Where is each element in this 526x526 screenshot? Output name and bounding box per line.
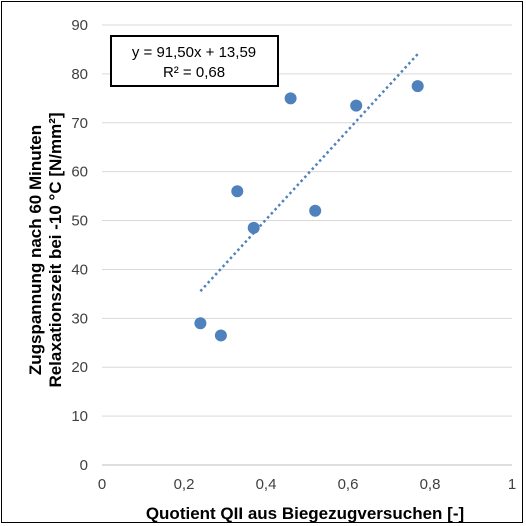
x-axis-title: Quotient QII aus Biegezugversuchen [-] (146, 504, 464, 523)
equation-box: y = 91,50x + 13,59 R² = 0,68 (110, 35, 279, 87)
y-tick-label: 70 (71, 115, 88, 132)
y-tick-label: 60 (71, 164, 88, 181)
trendline-equation: y = 91,50x + 13,59 (132, 44, 256, 61)
data-points (194, 80, 424, 342)
y-tick-label: 30 (71, 310, 88, 327)
y-tick-label: 90 (71, 17, 88, 34)
data-point (214, 329, 227, 342)
y-tick-label: 10 (71, 408, 88, 425)
x-tick-label: 1 (508, 476, 516, 493)
y-tick-label: 0 (80, 457, 88, 474)
data-point (247, 221, 260, 234)
y-tick-label: 40 (71, 261, 88, 278)
y-tick-label: 50 (71, 213, 88, 230)
x-tick-label: 0,6 (338, 476, 359, 493)
y-axis-title-line-1: Zugspannung nach 60 Minuten (26, 125, 45, 375)
y-axis-title-line-2: Relaxationszeit bei -10 °C [N/mm²] (46, 112, 65, 387)
data-point (350, 99, 363, 112)
x-tick-labels: 0 0,2 0,4 0,6 0,8 1 (98, 476, 516, 493)
trendline (199, 53, 419, 293)
r-squared-label: R² = 0,68 (163, 64, 225, 81)
data-point (284, 92, 297, 105)
x-tick-label: 0,4 (256, 476, 277, 493)
data-point (194, 317, 207, 330)
gridlines (102, 24, 512, 417)
x-tick-label: 0,2 (174, 476, 195, 493)
x-tick-label: 0 (98, 476, 106, 493)
data-point (309, 204, 322, 217)
y-tick-label: 20 (71, 359, 88, 376)
data-point (231, 185, 244, 198)
y-tick-labels: 0 10 20 30 40 50 60 70 80 90 (71, 17, 88, 474)
x-tick-label: 0,8 (420, 476, 441, 493)
y-tick-label: 80 (71, 66, 88, 83)
data-point (411, 80, 424, 93)
